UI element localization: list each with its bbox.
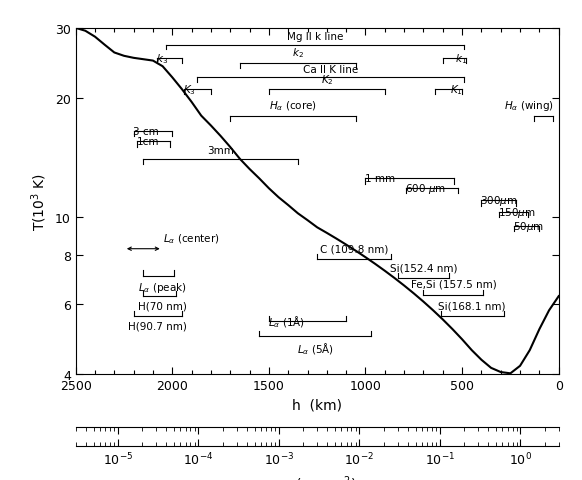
Text: 3 cm: 3 cm — [133, 126, 158, 136]
Text: 1 mm: 1 mm — [364, 174, 395, 184]
Text: $k_2$: $k_2$ — [292, 47, 304, 60]
Text: $k_3$: $k_3$ — [156, 52, 168, 66]
Text: 50$\mu$m: 50$\mu$m — [513, 219, 544, 233]
Text: $L_\alpha$ (1Å): $L_\alpha$ (1Å) — [268, 313, 305, 329]
Text: $K_1$: $K_1$ — [450, 83, 463, 97]
Text: Si(152.4 nm): Si(152.4 nm) — [390, 263, 457, 273]
Text: 300$\mu$m: 300$\mu$m — [481, 194, 518, 208]
Text: $L_\alpha$ (5Å): $L_\alpha$ (5Å) — [297, 340, 333, 356]
Text: 3mm: 3mm — [207, 146, 234, 156]
Text: Mg II k line: Mg II k line — [287, 32, 343, 42]
Text: Fe,Si (157.5 nm): Fe,Si (157.5 nm) — [410, 279, 496, 289]
Text: H(90.7 nm): H(90.7 nm) — [129, 321, 187, 331]
Text: 150$\mu$m: 150$\mu$m — [498, 205, 535, 219]
Text: $k_1$: $k_1$ — [455, 52, 467, 66]
Text: C (109.8 nm): C (109.8 nm) — [320, 244, 388, 254]
Text: $H_\alpha$ (wing): $H_\alpha$ (wing) — [504, 99, 554, 113]
Text: Ca II K line: Ca II K line — [303, 65, 359, 75]
Text: $K_3$: $K_3$ — [183, 83, 196, 97]
Y-axis label: T($10^3$ K): T($10^3$ K) — [30, 173, 49, 230]
Text: H(70 nm): H(70 nm) — [138, 301, 187, 311]
Text: $L_\alpha$ (peak): $L_\alpha$ (peak) — [139, 280, 187, 294]
Text: $H_\alpha$ (core): $H_\alpha$ (core) — [269, 99, 317, 113]
Text: 1cm: 1cm — [137, 137, 159, 147]
Text: 600 $\mu$m: 600 $\mu$m — [405, 182, 446, 196]
X-axis label: m (g cm$^{-2}$): m (g cm$^{-2}$) — [278, 473, 357, 480]
X-axis label: h  (km): h (km) — [292, 398, 342, 412]
Text: Si(168.1 nm): Si(168.1 nm) — [438, 301, 506, 311]
Text: $K_2$: $K_2$ — [321, 73, 333, 86]
Text: $L_\alpha$ (center): $L_\alpha$ (center) — [162, 232, 219, 246]
